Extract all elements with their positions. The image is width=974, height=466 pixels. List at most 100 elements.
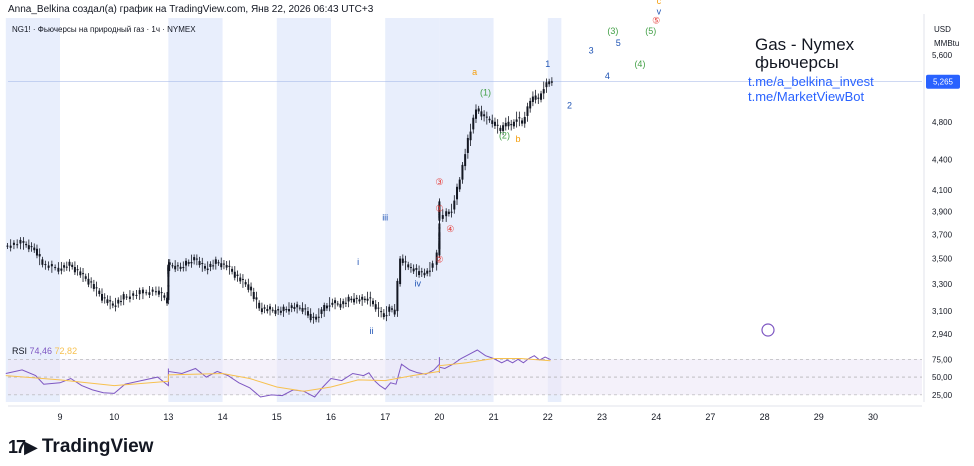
session-band-6	[547, 18, 562, 402]
candle-body	[154, 291, 157, 293]
candle-body	[279, 310, 282, 313]
candle-body	[157, 290, 160, 295]
price-tick-7: 3,300	[932, 280, 953, 289]
candle-body	[380, 311, 383, 313]
price-series	[6, 77, 553, 324]
candle-body	[428, 270, 431, 272]
candle-body	[27, 245, 30, 250]
candle-body	[57, 267, 60, 272]
candle-body	[222, 263, 225, 265]
candle-body	[103, 297, 106, 299]
time-tick-12: 27	[705, 412, 715, 422]
candle-body	[445, 211, 448, 217]
wave-label-14: 5	[616, 38, 621, 48]
candle-body	[141, 289, 144, 294]
candle-body	[382, 313, 385, 318]
candle-body	[35, 248, 38, 256]
candle-body	[542, 89, 545, 94]
candle-body	[477, 108, 480, 112]
candle-body	[347, 296, 350, 302]
candle-body	[119, 301, 122, 303]
rsi-value: 74,46	[30, 346, 55, 356]
candle-body	[320, 309, 323, 314]
wave-label-9: (5)	[645, 26, 656, 36]
candle-body	[548, 81, 551, 85]
candle-body	[84, 276, 87, 279]
wave-label-17: iv	[414, 279, 421, 289]
candle-body	[418, 271, 421, 276]
time-tick-6: 17	[380, 412, 390, 422]
candle-body	[176, 265, 179, 267]
candle-body	[301, 307, 304, 312]
candle-body	[396, 280, 399, 312]
candle-body	[285, 309, 288, 311]
candle-body	[220, 263, 223, 268]
wave-label-19: ii	[370, 326, 374, 336]
session-bands	[5, 18, 562, 402]
candle-body	[92, 284, 95, 289]
candle-body	[426, 270, 429, 274]
candle-body	[435, 252, 438, 265]
candle-body	[138, 290, 141, 295]
candle-body	[252, 291, 255, 299]
candle-body	[228, 265, 231, 267]
annotation-link-0: t.me/a_belkina_invest	[748, 74, 874, 89]
chart-author-line: Anna_Belkina создал(а) график на Trading…	[8, 4, 374, 15]
candle-body	[293, 306, 296, 309]
candle-body	[526, 106, 529, 116]
candle-body	[372, 300, 375, 305]
candle-body	[496, 124, 499, 126]
time-tick-0: 9	[57, 412, 62, 422]
candle-body	[38, 254, 41, 257]
candle-body	[33, 247, 36, 251]
candle-body	[534, 95, 537, 100]
candle-body	[166, 297, 169, 304]
candle-body	[174, 265, 177, 270]
candle-body	[529, 100, 532, 109]
session-band-4	[385, 18, 440, 402]
candle-body	[458, 179, 461, 190]
candle-body	[128, 296, 131, 299]
candle-body	[515, 119, 518, 122]
candle-body	[171, 265, 174, 267]
candle-body	[30, 246, 33, 248]
candle-body	[290, 305, 293, 308]
candle-body	[63, 265, 66, 268]
wave-label-0: ①	[435, 204, 443, 214]
candle-body	[502, 125, 505, 131]
wave-label-10: 1	[545, 59, 550, 69]
price-tick-2: 4,400	[932, 155, 953, 164]
price-unit-usd: USD	[934, 25, 951, 34]
time-tick-8: 21	[489, 412, 499, 422]
candle-body	[298, 307, 301, 309]
candle-body	[393, 309, 396, 315]
time-tick-2: 13	[163, 412, 173, 422]
candle-body	[274, 310, 277, 314]
candle-body	[415, 268, 418, 270]
wave-label-3: ④	[446, 224, 454, 234]
candle-body	[466, 137, 469, 153]
candle-body	[361, 296, 364, 300]
candle-body	[101, 294, 104, 301]
time-tick-1: 10	[109, 412, 119, 422]
candle-body	[266, 309, 269, 312]
candle-body	[369, 297, 372, 299]
candle-body	[6, 245, 9, 247]
candle-body	[212, 265, 215, 267]
candle-body	[269, 306, 272, 310]
candle-body	[385, 315, 388, 317]
candle-body	[206, 268, 209, 271]
candle-body	[145, 292, 148, 294]
candle-body	[461, 164, 464, 180]
time-tick-13: 28	[760, 412, 770, 422]
chart-title: NG1! · Фьючерсы на природный газ · 1ч · …	[12, 25, 196, 34]
tradingview-brand[interactable]: 17▶ TradingView	[8, 436, 153, 458]
candle-body	[73, 266, 76, 273]
candle-body	[50, 264, 53, 267]
candle-body	[438, 240, 441, 247]
candle-body	[241, 278, 244, 280]
rsi-level-label-1: 50,00	[932, 373, 953, 382]
wave-label-16: iii	[382, 213, 388, 223]
wave-label-7: (3)	[607, 26, 618, 36]
